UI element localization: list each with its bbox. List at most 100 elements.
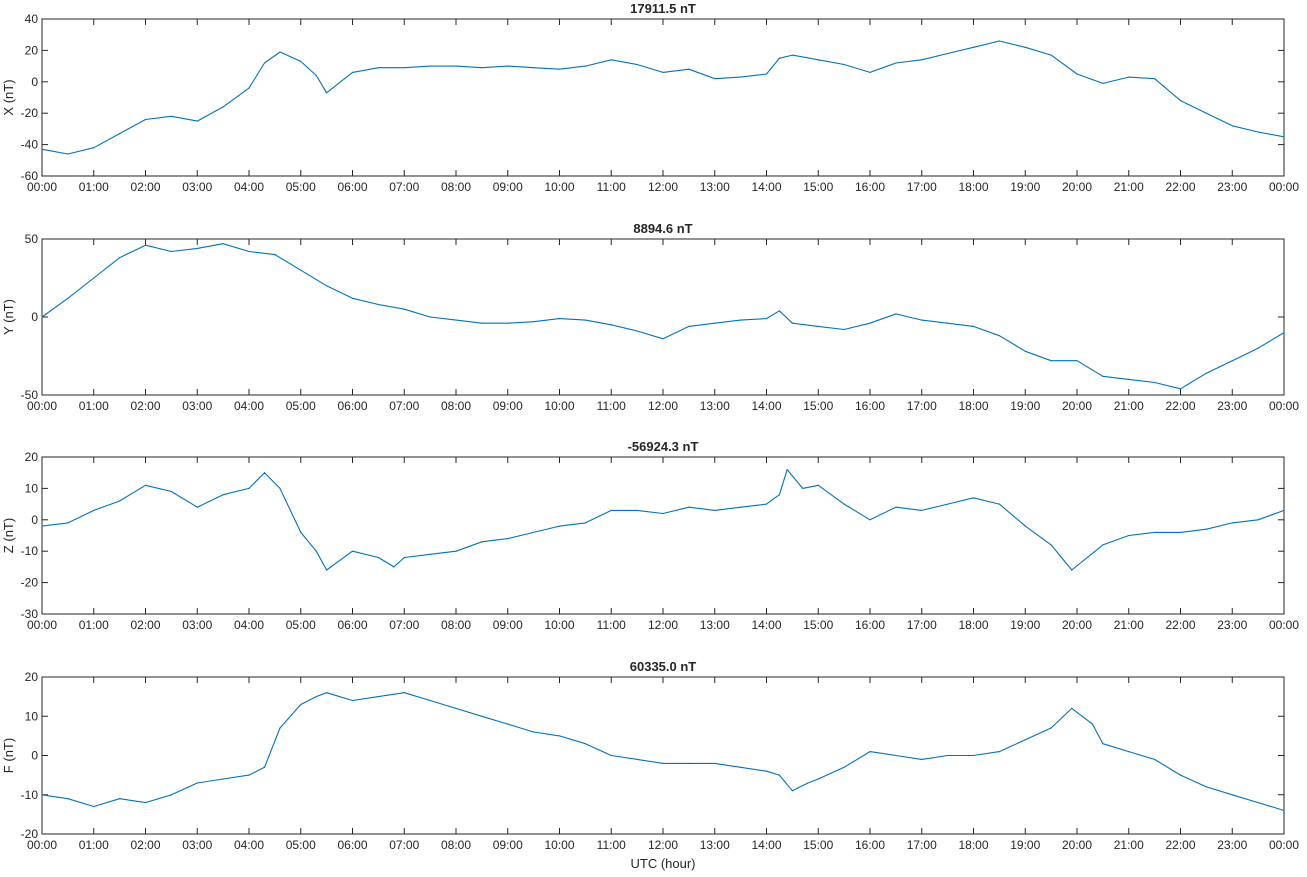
series-line: [41, 243, 1285, 390]
data-point: [791, 54, 794, 56]
data-point: [791, 322, 794, 324]
data-point: [326, 569, 328, 571]
data-point: [429, 553, 431, 555]
chart-title: 8894.6 nT: [633, 221, 692, 236]
x-tick-label: 06:00: [337, 399, 367, 413]
series-line: [41, 40, 1285, 155]
x-tick-label: 13:00: [700, 838, 730, 852]
data-point: [41, 316, 43, 318]
chart-title: 60335.0 nT: [630, 659, 697, 674]
x-axis-label: UTC (hour): [630, 856, 695, 871]
data-point: [170, 490, 172, 493]
data-point: [67, 522, 69, 524]
x-tick-label: 13:00: [700, 399, 730, 413]
data-point: [263, 62, 266, 64]
data-point: [778, 774, 781, 776]
x-tick-label: 01:00: [79, 838, 109, 852]
y-tick-label: 0: [31, 749, 38, 763]
data-point: [998, 751, 1001, 753]
x-tick-label: 12:00: [648, 618, 678, 632]
x-tick-label: 17:00: [907, 618, 937, 632]
data-point: [326, 692, 328, 694]
data-point: [144, 244, 147, 246]
data-point: [1050, 727, 1052, 729]
data-point: [1024, 46, 1026, 48]
data-point: [765, 503, 768, 505]
x-tick-label: 11:00: [597, 180, 626, 194]
x-tick-label: 12:00: [648, 838, 678, 852]
x-tick-label: 08:00: [441, 180, 471, 194]
x-tick-label: 07:00: [389, 399, 419, 413]
data-point: [315, 696, 317, 698]
data-point: [817, 778, 819, 780]
data-point: [481, 541, 483, 543]
data-point: [947, 52, 949, 55]
y-axis-label: X (nT): [1, 79, 16, 115]
x-tick-label: 17:00: [907, 399, 937, 413]
data-point: [222, 494, 224, 496]
x-tick-label: 11:00: [597, 838, 626, 852]
data-point: [1154, 381, 1156, 384]
x-tick-label: 08:00: [441, 838, 471, 852]
y-tick-label: -30: [21, 607, 39, 621]
x-tick-label: 20:00: [1062, 618, 1092, 632]
data-point: [843, 503, 845, 505]
data-point: [610, 754, 612, 757]
x-tick-label: 07:00: [389, 618, 419, 632]
data-point: [1071, 569, 1073, 571]
data-point: [222, 243, 224, 245]
data-point: [636, 758, 638, 761]
data-point: [740, 76, 742, 78]
data-point: [1102, 544, 1104, 546]
axes-box-1: [41, 18, 1285, 177]
data-point: [817, 59, 819, 61]
data-point: [403, 67, 405, 69]
data-point: [315, 550, 317, 552]
data-point: [558, 735, 561, 737]
data-point: [377, 303, 379, 306]
data-point: [610, 324, 612, 326]
data-point: [1231, 794, 1233, 796]
data-point: [279, 727, 281, 729]
x-tick-label: 00:00: [27, 618, 57, 632]
x-tick-label: 23:00: [1217, 399, 1247, 413]
data-point: [998, 335, 1001, 337]
x-tick-label: 18:00: [958, 838, 988, 852]
data-point: [921, 319, 923, 321]
data-point: [222, 778, 224, 780]
x-tick-label: 03:00: [182, 618, 212, 632]
data-point: [998, 503, 1001, 505]
data-point: [1154, 78, 1156, 80]
data-point: [93, 509, 95, 511]
x-tick-label: 07:00: [389, 838, 419, 852]
data-point: [1205, 112, 1207, 114]
y-tick-label: 10: [25, 481, 39, 495]
data-point: [119, 133, 121, 135]
x-tick-label: 12:00: [648, 180, 678, 194]
x-tick-label: 18:00: [958, 618, 988, 632]
x-tick-label: 07:00: [389, 180, 419, 194]
data-point: [263, 472, 266, 474]
data-point: [714, 78, 716, 80]
x-tick-label: 20:00: [1062, 180, 1092, 194]
x-tick-label: 15:00: [803, 618, 833, 632]
x-tick-label: 04:00: [234, 838, 264, 852]
data-point: [1231, 360, 1233, 362]
data-point: [778, 57, 781, 59]
data-point: [377, 696, 379, 698]
x-tick-label: 16:00: [855, 618, 885, 632]
x-tick-label: 18:00: [958, 180, 988, 194]
data-point: [279, 51, 281, 53]
data-point: [300, 269, 302, 271]
x-tick-label: 10:00: [544, 180, 574, 194]
data-point: [1128, 378, 1130, 380]
data-point: [279, 487, 281, 489]
data-point: [998, 40, 1001, 42]
data-point: [714, 322, 716, 324]
x-tick-label: 05:00: [286, 618, 316, 632]
data-point: [351, 297, 354, 299]
data-point: [196, 782, 198, 784]
data-point: [714, 509, 716, 511]
x-tick-label: 03:00: [182, 399, 212, 413]
x-tick-label: 04:00: [234, 618, 264, 632]
